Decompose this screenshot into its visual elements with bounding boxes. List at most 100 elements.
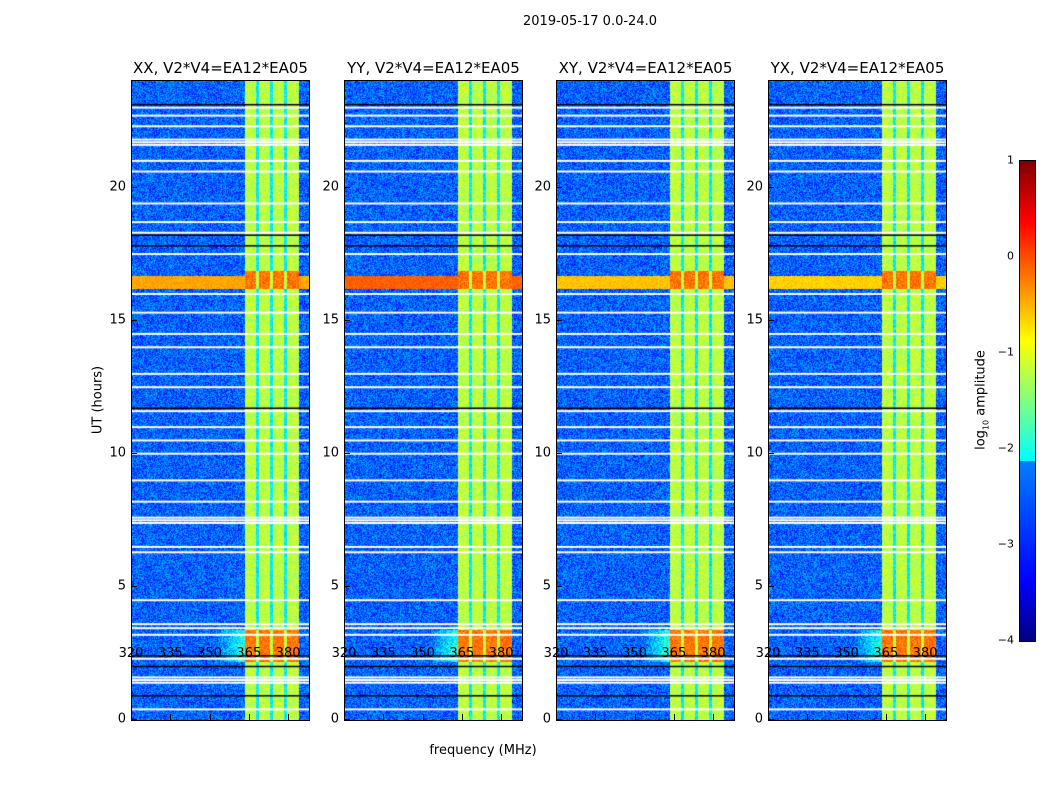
x-tick-mark [634, 714, 636, 720]
x-axis-label: frequency (MHz) [429, 743, 537, 758]
y-tick-label: 0 [754, 711, 763, 727]
x-tick-label: 350 [410, 646, 435, 661]
x-tick-mark [925, 714, 927, 720]
x-tick-label: 380 [700, 646, 726, 661]
y-tick-label: 5 [330, 578, 339, 594]
x-tick-label: 380 [912, 646, 938, 661]
x-tick-label: 335 [582, 646, 608, 661]
y-tick-label: 5 [117, 578, 126, 594]
heatmap-image [132, 81, 309, 720]
y-tick-mark [131, 319, 137, 321]
x-tick-label: 335 [370, 646, 396, 661]
spectrogram-panel-3: YX, V2*V4=EA12*EA05 [768, 59, 947, 721]
y-tick-label: 20 [322, 179, 339, 194]
y-tick-mark [556, 452, 562, 454]
x-tick-mark [807, 714, 809, 720]
x-tick-label: 380 [488, 646, 514, 661]
x-tick-mark [170, 714, 172, 720]
colorbar-tick-label: 0 [1007, 249, 1014, 263]
x-tick-label: 365 [873, 646, 899, 661]
y-tick-mark [768, 186, 774, 188]
y-tick-label: 15 [322, 312, 339, 328]
y-tick-mark [556, 585, 562, 587]
y-tick-mark [768, 585, 774, 587]
colorbar-tick-label: −2 [997, 441, 1014, 455]
y-tick-label: 20 [534, 179, 551, 194]
y-tick-label: 20 [109, 179, 126, 194]
x-tick-mark [383, 714, 385, 720]
x-tick-label: 380 [275, 646, 301, 661]
y-tick-label: 10 [109, 445, 126, 461]
panel-title: YX, V2*V4=EA12*EA05 [770, 59, 945, 77]
panel-title: XX, V2*V4=EA12*EA05 [133, 59, 308, 77]
x-tick-label: 335 [157, 646, 183, 661]
spectrogram-panel-1: YY, V2*V4=EA12*EA05 [344, 59, 523, 721]
y-tick-mark [556, 719, 562, 720]
x-tick-mark [885, 714, 887, 720]
x-tick-label: 365 [236, 646, 262, 661]
y-tick-mark [556, 319, 562, 321]
x-tick-mark [595, 714, 597, 720]
colorbar [1019, 160, 1036, 642]
y-tick-mark [344, 319, 350, 321]
x-tick-mark [248, 714, 250, 720]
heatmap-image [345, 81, 522, 720]
y-tick-mark [768, 719, 774, 720]
y-tick-label: 15 [746, 312, 763, 328]
x-tick-mark [501, 714, 503, 720]
y-tick-label: 0 [330, 711, 339, 727]
x-tick-label: 320 [331, 646, 357, 661]
x-tick-mark [422, 714, 424, 720]
spectrogram-panel-2: XY, V2*V4=EA12*EA05 [556, 59, 735, 721]
x-tick-mark [846, 714, 848, 720]
y-tick-mark [344, 186, 350, 188]
x-tick-label: 365 [449, 646, 475, 661]
colorbar-label: log10 amplitude [973, 350, 991, 450]
y-tick-label: 15 [109, 312, 126, 328]
spectrogram-panel-0: XX, V2*V4=EA12*EA05 [131, 59, 310, 721]
y-tick-mark [131, 186, 137, 188]
y-tick-label: 15 [534, 312, 551, 328]
panel-title: XY, V2*V4=EA12*EA05 [558, 59, 733, 77]
figure-title: 2019-05-17 0.0-24.0 [523, 14, 657, 29]
x-tick-label: 350 [834, 646, 859, 661]
y-tick-label: 20 [746, 179, 763, 194]
x-tick-label: 365 [661, 646, 687, 661]
panel-title: YY, V2*V4=EA12*EA05 [347, 59, 520, 77]
x-tick-mark [288, 714, 290, 720]
colorbar-tick-label: −1 [997, 345, 1014, 359]
colorbar-tick-label: −3 [997, 537, 1014, 551]
colorbar-tick-label: 1 [1007, 153, 1014, 167]
x-tick-mark [556, 714, 557, 720]
y-tick-label: 10 [322, 445, 339, 461]
y-tick-label: 0 [117, 711, 126, 727]
x-tick-mark [673, 714, 675, 720]
x-tick-label: 320 [118, 646, 144, 661]
y-tick-mark [131, 452, 137, 454]
y-tick-mark [768, 319, 774, 321]
heatmap-image [557, 81, 734, 720]
y-tick-label: 0 [542, 711, 551, 727]
x-tick-mark [344, 714, 345, 720]
y-tick-mark [131, 719, 137, 720]
x-tick-mark [209, 714, 211, 720]
x-tick-mark [461, 714, 463, 720]
x-tick-label: 320 [755, 646, 781, 661]
heatmap-image [769, 81, 946, 720]
y-axis-label: UT (hours) [90, 365, 106, 435]
y-tick-mark [556, 186, 562, 188]
x-tick-label: 335 [794, 646, 820, 661]
colorbar-tick-label: −4 [997, 633, 1014, 647]
y-tick-label: 10 [534, 445, 551, 461]
x-tick-label: 320 [543, 646, 569, 661]
y-tick-label: 10 [746, 445, 763, 461]
y-tick-mark [768, 452, 774, 454]
y-tick-label: 5 [542, 578, 551, 594]
x-tick-label: 350 [197, 646, 222, 661]
y-tick-mark [344, 452, 350, 454]
x-tick-mark [768, 714, 769, 720]
y-tick-mark [344, 585, 350, 587]
y-tick-mark [344, 719, 350, 720]
y-tick-label: 5 [754, 578, 763, 594]
